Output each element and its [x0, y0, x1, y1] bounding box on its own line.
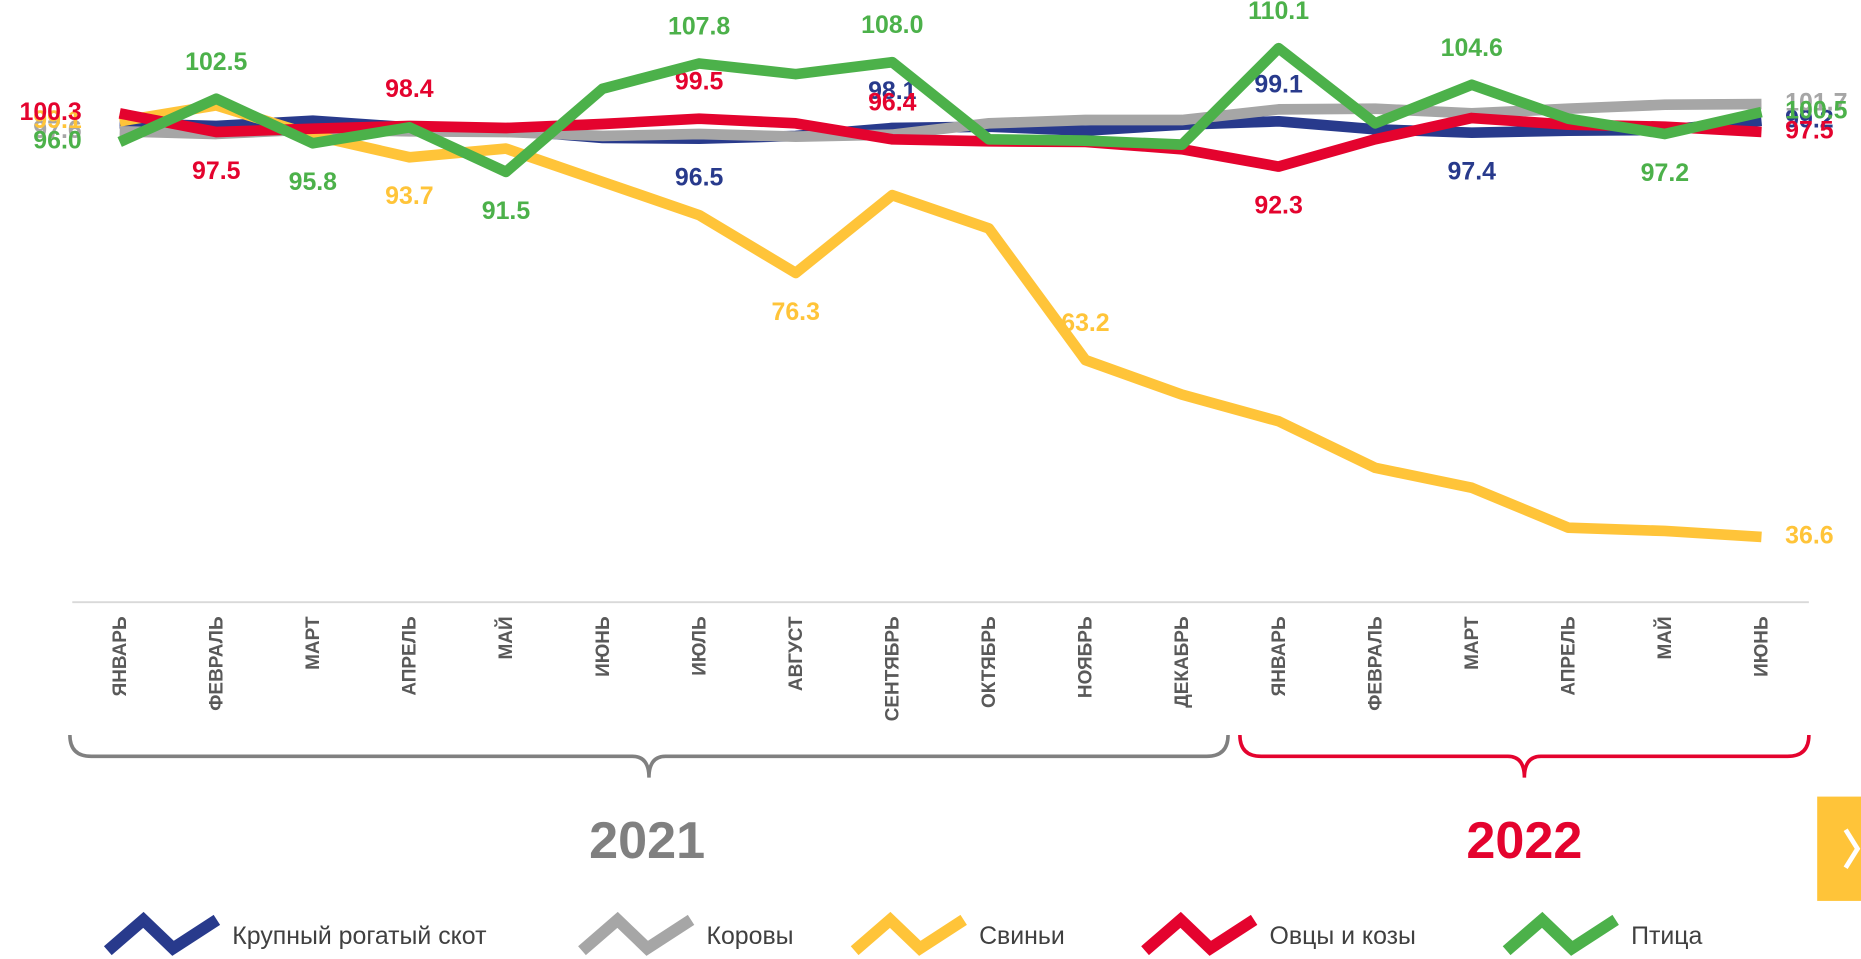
series-line — [117, 42, 1763, 178]
value-label: 97.6 — [33, 116, 81, 144]
x-tick-label: МАЙ — [1654, 616, 1676, 659]
value-label: 96.4 — [868, 88, 917, 116]
legend-label: Крупный рогатый скот — [232, 922, 486, 950]
value-label: 97.2 — [1641, 159, 1689, 187]
x-tick-label: МАРТ — [1462, 616, 1483, 670]
value-label: 107.8 — [668, 13, 730, 41]
legend-label: Свиньи — [979, 922, 1065, 950]
x-tick-label: ОКТЯБРЬ — [979, 616, 1000, 708]
value-label: 102.5 — [185, 48, 247, 76]
legend-label: Овцы и козы — [1270, 922, 1416, 950]
legend-swatch — [1141, 911, 1258, 956]
value-label: 96.5 — [675, 164, 724, 192]
x-tick-label: АПРЕЛЬ — [400, 616, 421, 695]
x-tick-label: ФЕВРАЛЬ — [1365, 616, 1386, 710]
year-bracket — [1238, 734, 1811, 778]
x-tick-label: АВГУСТ — [786, 616, 807, 691]
legend-label: Коровы — [706, 922, 793, 950]
value-label: 100.5 — [1785, 97, 1847, 125]
value-label: 95.8 — [289, 168, 338, 196]
value-label: 92.3 — [1254, 191, 1302, 219]
value-label: 108.0 — [861, 11, 923, 39]
x-tick-label: МАРТ — [303, 616, 324, 670]
legend-item: Птица — [1502, 911, 1702, 956]
value-label: 96.0 — [33, 127, 81, 155]
next-button[interactable] — [1817, 796, 1861, 901]
year-label: 2022 — [1466, 812, 1582, 870]
next-button-bg[interactable] — [1817, 796, 1861, 901]
legend-label: Птица — [1631, 922, 1702, 950]
series-line — [118, 100, 1762, 543]
x-tick-label: ЯНВАРЬ — [1269, 616, 1290, 696]
value-label: 97.5 — [192, 157, 241, 185]
value-label: 99.1 — [33, 106, 82, 134]
next-chevron[interactable] — [1843, 828, 1861, 869]
x-tick-label: МАЙ — [495, 616, 517, 659]
legend-item: Крупный рогатый скот — [103, 911, 487, 956]
year-label: 2021 — [589, 812, 705, 870]
value-label: 91.5 — [482, 197, 531, 225]
x-tick-label: ИЮЛЬ — [689, 616, 710, 675]
x-tick-label: ЯНВАРЬ — [110, 616, 131, 696]
legend-swatch — [850, 911, 967, 956]
value-label: 100.3 — [19, 98, 81, 126]
legend-item: Свиньи — [850, 911, 1065, 956]
legend-swatch — [1502, 911, 1619, 956]
legend-swatch — [578, 911, 695, 956]
x-tick-label: ИЮНЬ — [593, 616, 614, 676]
value-label: 110.1 — [1248, 0, 1309, 25]
value-label: 101.7 — [1785, 89, 1847, 117]
value-label: 97.5 — [1785, 117, 1834, 145]
year-bracket — [68, 734, 1230, 778]
x-tick-label: ФЕВРАЛЬ — [206, 616, 227, 710]
x-tick-label: АПРЕЛЬ — [1559, 616, 1580, 695]
value-label: 104.6 — [1441, 34, 1503, 62]
x-tick-label: НОЯБРЬ — [1076, 616, 1097, 698]
value-label: 98.4 — [385, 75, 434, 103]
value-label: 76.3 — [772, 298, 820, 326]
value-label: 63.2 — [1061, 309, 1109, 337]
value-label: 97.4 — [1448, 158, 1497, 186]
x-tick-label: СЕНТЯБРЬ — [882, 616, 903, 721]
value-label: 99.1 — [1254, 70, 1303, 98]
x-tick-label: ИЮНЬ — [1752, 616, 1773, 676]
value-label: 93.7 — [385, 182, 433, 210]
value-label: 36.6 — [1785, 522, 1833, 550]
legend-item: Овцы и козы — [1141, 911, 1416, 956]
legend-item: Коровы — [578, 911, 794, 956]
x-tick-label: ДЕКАБРЬ — [1172, 616, 1193, 707]
value-label: 99.2 — [1785, 105, 1833, 133]
legend-swatch — [103, 911, 221, 956]
